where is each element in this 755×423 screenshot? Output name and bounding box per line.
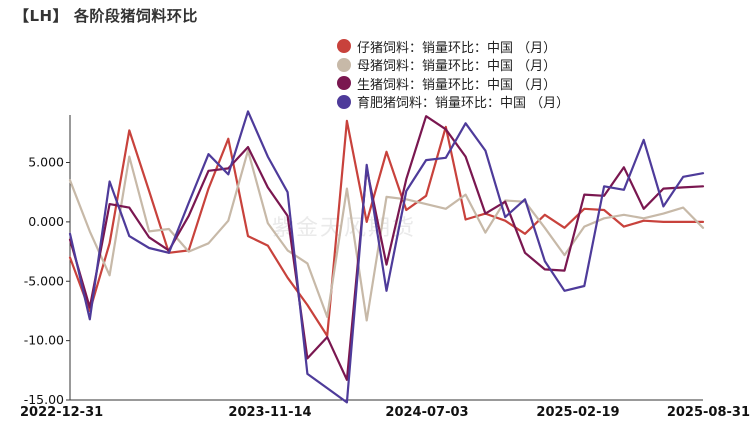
legend-item-1[interactable]: 仔猪饲料：销量环比：中国 （月） — [337, 37, 569, 56]
x-tick-label: 2025-02-19 — [536, 405, 619, 420]
legend-label-2: 母猪饲料：销量环比：中国 （月） — [357, 59, 557, 75]
x-axis: 2022-12-31 2023-11-14 2024-07-03 2025-02-19… — [20, 399, 750, 420]
legend-swatch-2 — [337, 57, 351, 72]
series-lines — [68, 110, 705, 404]
x-tick-label: 2022-12-31 — [20, 405, 103, 420]
chart-title: 【LH】 各阶段猪饲料环比 — [14, 7, 198, 25]
legend-swatch-3 — [337, 76, 351, 91]
y-tick-label: -10.00 — [24, 333, 64, 348]
x-tick-label: 2023-11-14 — [228, 405, 311, 420]
legend-swatch-4 — [337, 94, 351, 109]
y-tick-label: -5.000 — [24, 273, 64, 288]
y-tick-label: -15.00 — [24, 392, 64, 407]
legend-item-3[interactable]: 生猪饲料：销量环比：中国 （月） — [337, 74, 569, 93]
y-tick-label: 5.000 — [28, 155, 64, 170]
legend-label-4: 育肥猪饲料：销量环比：中国 （月） — [357, 96, 570, 112]
y-axis: 5.000 0.000 -5.000 -10.00 -15.00 — [24, 115, 71, 407]
legend-item-2[interactable]: 母猪饲料：销量环比：中国 （月） — [337, 56, 569, 75]
series-line-1 — [68, 119, 705, 337]
legend-swatch-1 — [337, 39, 351, 54]
x-tick-label: 2024-07-03 — [385, 405, 468, 420]
legend-item-4[interactable]: 育肥猪饲料：销量环比：中国 （月） — [337, 93, 570, 112]
legend-label-3: 生猪饲料：销量环比：中国 （月） — [357, 77, 557, 93]
series-line-4 — [68, 110, 705, 404]
y-tick-label: 0.000 — [28, 214, 64, 229]
series-line-2 — [68, 149, 705, 322]
legend-label-1: 仔猪饲料：销量环比：中国 （月） — [357, 40, 557, 56]
legend: 仔猪饲料：销量环比：中国 （月） 母猪饲料：销量环比：中国 （月） 生猪饲料：销… — [337, 37, 569, 111]
x-tick-label: 2025-08-31 — [667, 405, 750, 420]
